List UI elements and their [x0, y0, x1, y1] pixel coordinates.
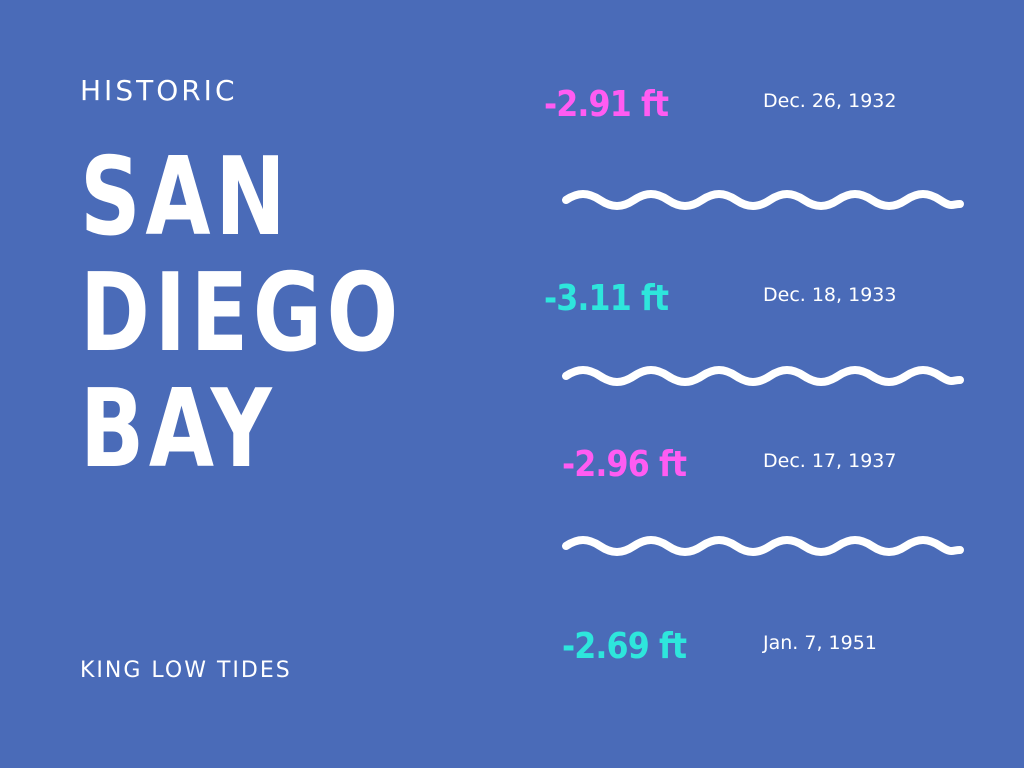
- tide-date: Dec. 17, 1937: [763, 450, 897, 472]
- tide-value: -2.91 ft: [543, 84, 669, 125]
- header-block: HISTORIC SAN DIEGO BAY KING LOW TIDES: [80, 0, 500, 768]
- tide-date: Jan. 7, 1951: [763, 632, 877, 654]
- tide-value: -3.11 ft: [543, 278, 669, 319]
- tide-entry: -3.11 ft Dec. 18, 1933: [544, 278, 980, 338]
- tide-value: -2.96 ft: [561, 444, 687, 485]
- page-title: SAN DIEGO BAY: [80, 140, 403, 488]
- title-line: SAN: [80, 135, 291, 260]
- subtitle-label: KING LOW TIDES: [80, 658, 292, 683]
- tide-date: Dec. 26, 1932: [763, 90, 897, 112]
- tide-entry: -2.91 ft Dec. 26, 1932: [544, 84, 980, 144]
- wave-divider: [562, 190, 964, 210]
- wave-divider: [562, 366, 964, 386]
- tide-value: -2.69 ft: [561, 626, 687, 667]
- title-line: BAY: [80, 367, 277, 492]
- eyebrow-label: HISTORIC: [80, 74, 238, 107]
- title-line: DIEGO: [80, 251, 403, 376]
- tide-date: Dec. 18, 1933: [763, 284, 897, 306]
- wave-divider: [562, 536, 964, 556]
- tide-entry: -2.69 ft Jan. 7, 1951: [560, 626, 980, 686]
- tide-entry: -2.96 ft Dec. 17, 1937: [560, 444, 980, 504]
